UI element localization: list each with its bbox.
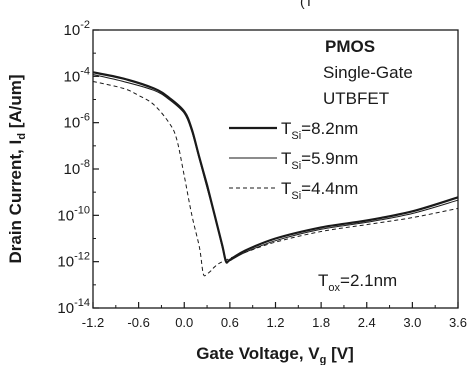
top-caption-fragment: (T bbox=[300, 0, 314, 9]
y-tick-label: 10-10 bbox=[57, 204, 90, 224]
x-tick-label: 1.2 bbox=[266, 315, 284, 330]
x-tick-label: 0.0 bbox=[175, 315, 193, 330]
legend-label-5-9nm: TSi=5.9nm bbox=[281, 149, 358, 172]
legend: TSi=8.2nm TSi=5.9nm TSi=4.4nm bbox=[229, 119, 358, 202]
x-axis-ticks: -1.2 -0.6 0.0 0.6 1.2 1.8 2.4 3.0 3.6 bbox=[82, 302, 467, 330]
y-tick-label: 10-8 bbox=[64, 158, 90, 178]
device-type-label: PMOS bbox=[325, 37, 375, 56]
series-line-3 bbox=[93, 82, 458, 276]
x-tick-label: 0.6 bbox=[221, 315, 239, 330]
y-tick-label: 10-4 bbox=[64, 65, 90, 85]
x-tick-label: -0.6 bbox=[127, 315, 149, 330]
device-structure-label: Single-Gate bbox=[323, 63, 413, 82]
legend-label-4-4nm: TSi=4.4nm bbox=[281, 179, 358, 202]
legend-label-8-2nm: TSi=8.2nm bbox=[281, 119, 358, 142]
x-tick-label: 3.0 bbox=[403, 315, 421, 330]
y-tick-label: 10-2 bbox=[64, 19, 90, 39]
x-axis-label: Gate Voltage, Vg [V] bbox=[196, 344, 354, 365]
device-name-label: UTBFET bbox=[323, 89, 389, 108]
x-tick-label: -1.2 bbox=[82, 315, 104, 330]
oxide-thickness-annotation: Tox=2.1nm bbox=[318, 271, 397, 294]
y-tick-label: 10-14 bbox=[57, 297, 90, 317]
series-line-2 bbox=[93, 75, 458, 263]
series-lines bbox=[93, 72, 458, 276]
x-tick-label: 3.6 bbox=[449, 315, 467, 330]
x-tick-label: 2.4 bbox=[358, 315, 376, 330]
series-line-1 bbox=[93, 72, 458, 262]
y-tick-label: 10-6 bbox=[64, 112, 90, 132]
x-tick-label: 1.8 bbox=[312, 315, 330, 330]
y-tick-label: 10-12 bbox=[57, 251, 90, 271]
y-axis-label: Drain Current, Id [A/um] bbox=[6, 74, 28, 263]
